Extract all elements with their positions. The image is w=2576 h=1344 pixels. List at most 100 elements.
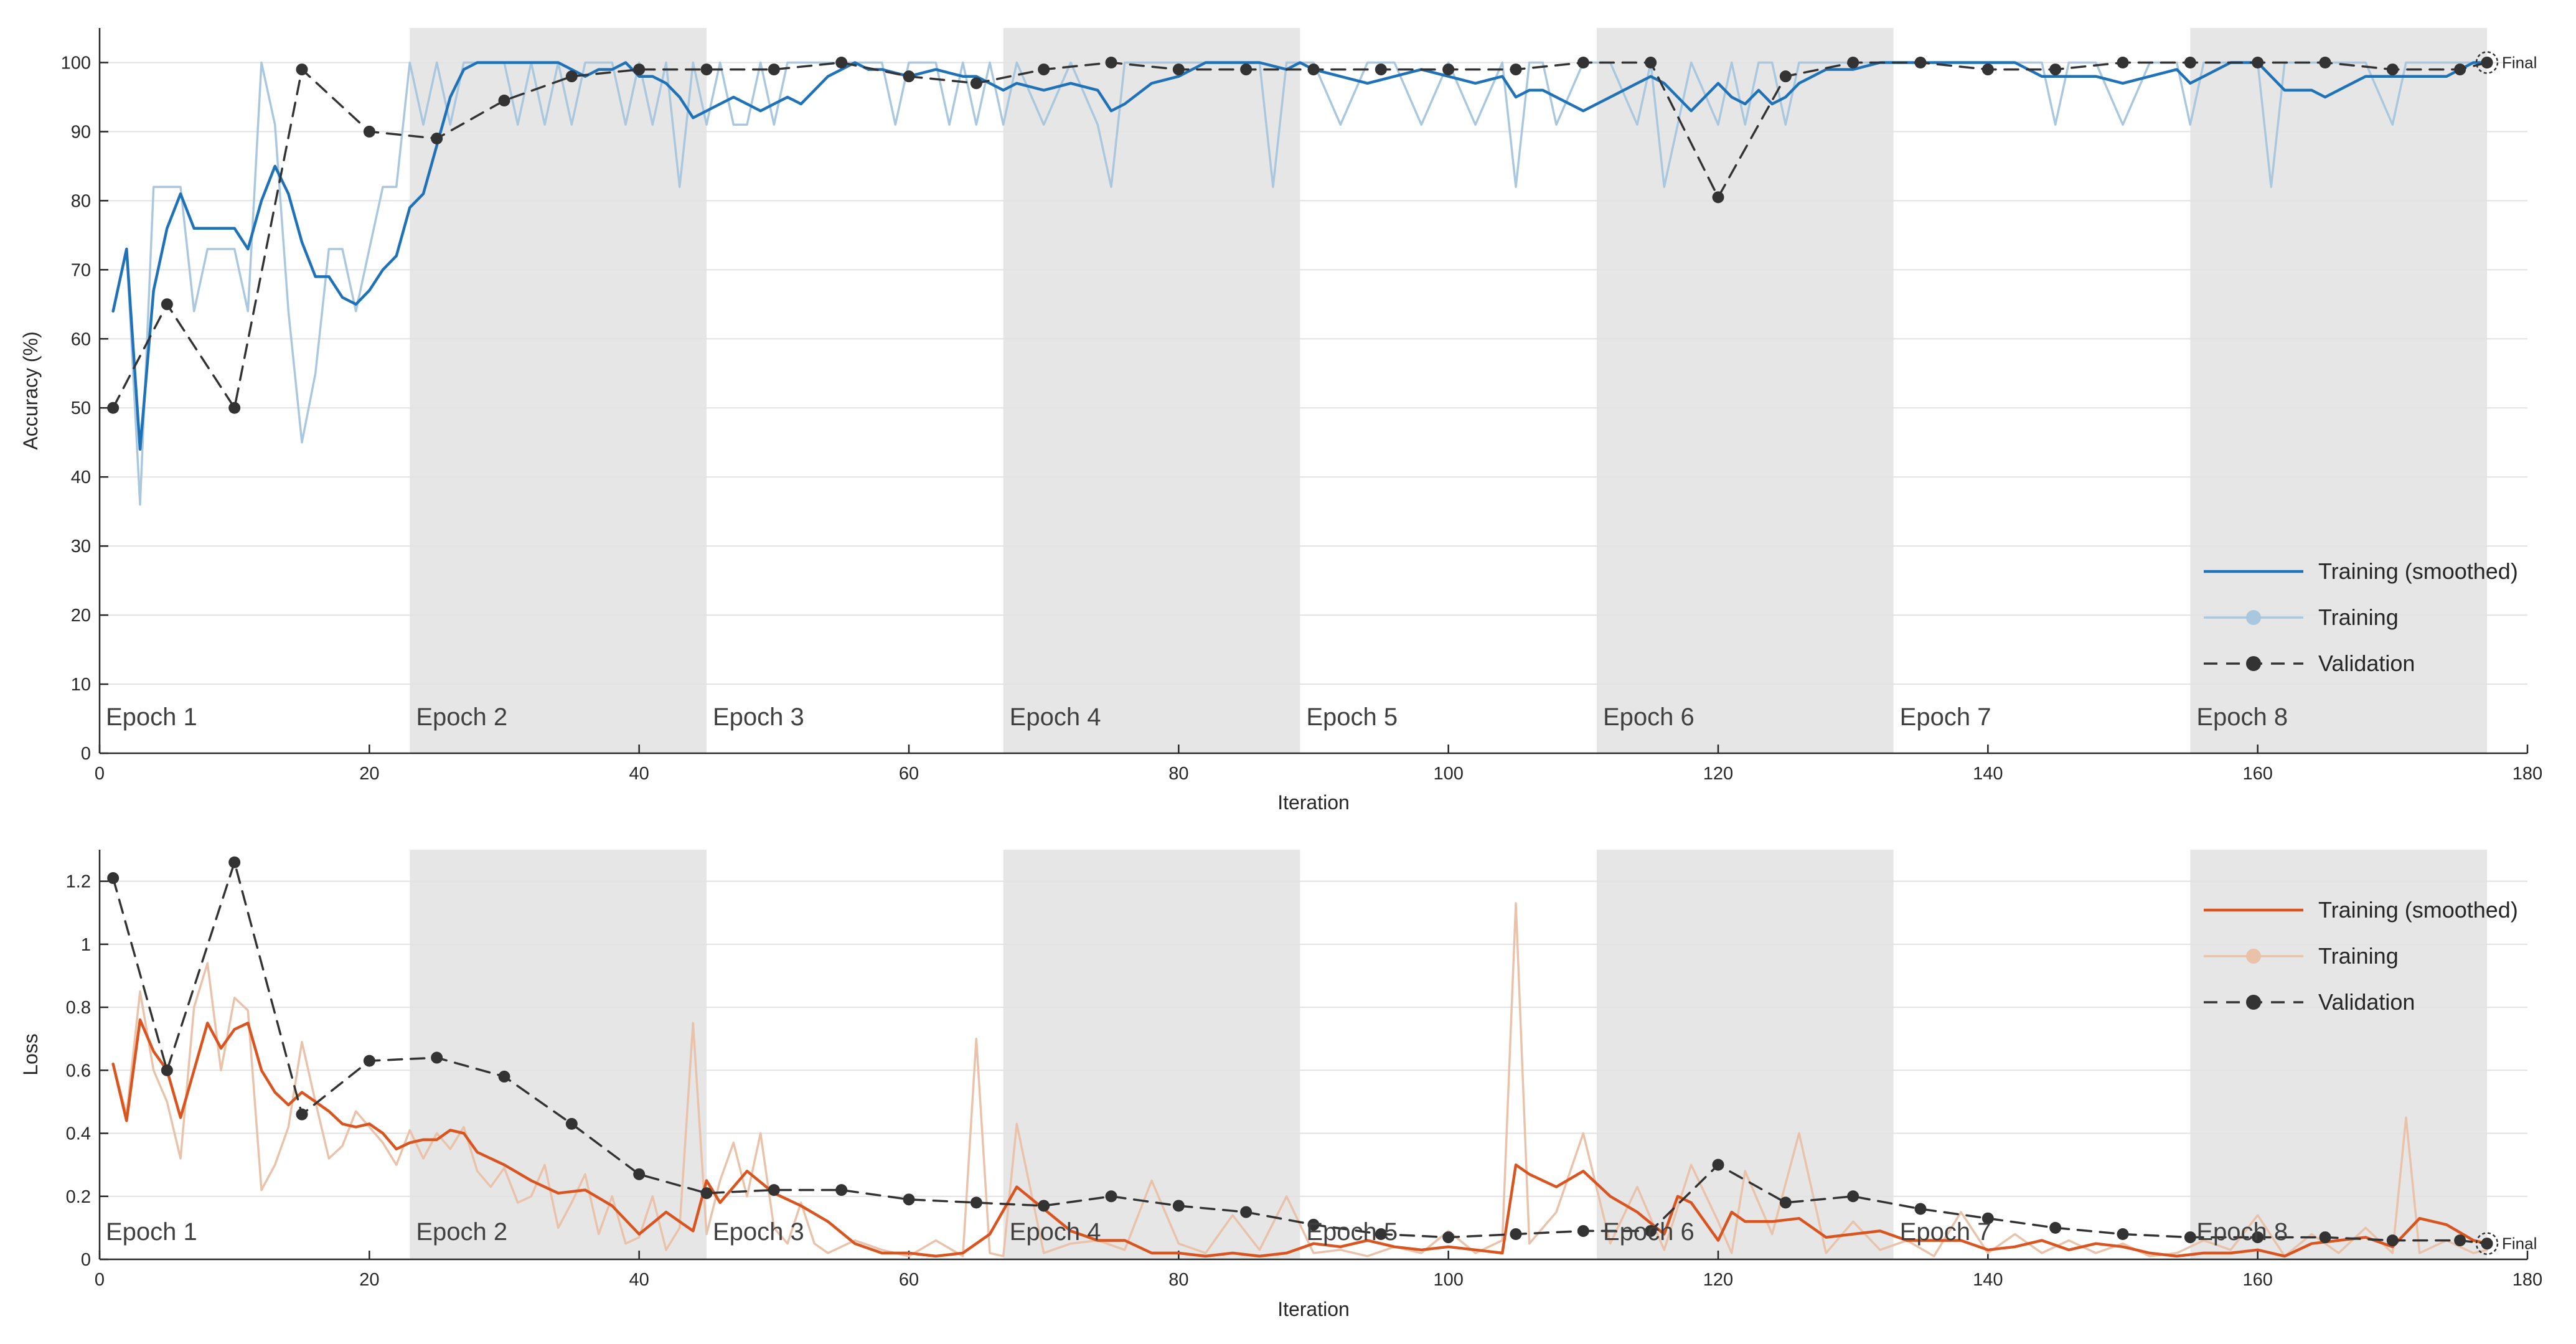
legend-label: Validation	[2318, 651, 2415, 676]
validation-point	[1375, 1228, 1387, 1241]
validation-point	[768, 63, 780, 76]
validation-point	[2049, 1221, 2062, 1234]
y-tick-label: 20	[71, 606, 91, 626]
x-tick-label: 60	[899, 764, 919, 784]
validation-point	[700, 1187, 713, 1200]
y-tick-label: 90	[71, 122, 91, 142]
validation-point	[1779, 1196, 1792, 1209]
validation-point	[768, 1184, 780, 1196]
validation-point	[431, 133, 443, 145]
validation-point	[1038, 63, 1050, 76]
validation-point	[1038, 1200, 1050, 1212]
legend-marker	[2246, 656, 2261, 671]
validation-point	[2184, 1231, 2196, 1244]
validation-point	[107, 402, 120, 414]
x-tick-label: 20	[359, 1270, 379, 1290]
validation-point	[2117, 56, 2129, 68]
y-tick-label: 30	[71, 537, 91, 557]
validation-point	[2049, 63, 2062, 76]
y-tick-label: 60	[71, 329, 91, 349]
validation-point	[1442, 63, 1455, 76]
validation-point	[633, 63, 646, 76]
x-axis-title: Iteration	[1277, 1298, 1350, 1320]
validation-point	[363, 125, 375, 138]
epoch-band-8	[2190, 28, 2487, 753]
x-axis-title: Iteration	[1277, 791, 1350, 814]
validation-point	[431, 1051, 443, 1064]
validation-point	[1914, 56, 1927, 68]
validation-point	[2386, 1234, 2399, 1247]
x-tick-label: 100	[1433, 1270, 1463, 1290]
validation-point	[296, 63, 308, 76]
validation-point	[633, 1168, 646, 1180]
x-tick-label: 140	[1973, 1270, 2003, 1290]
y-tick-label: 100	[61, 53, 91, 73]
epoch-label: Epoch 1	[106, 1218, 197, 1246]
y-axis-title: Loss	[19, 1033, 42, 1076]
epoch-label: Epoch 2	[416, 703, 507, 731]
validation-point	[1645, 1224, 1657, 1237]
x-tick-label: 60	[899, 1270, 919, 1290]
validation-point	[903, 70, 915, 83]
y-tick-label: 70	[71, 260, 91, 280]
validation-point	[1712, 1158, 1724, 1171]
validation-point	[1105, 56, 1117, 68]
validation-point	[1847, 56, 1859, 68]
validation-point	[1645, 56, 1657, 68]
validation-point	[363, 1055, 375, 1067]
y-tick-label: 0.4	[66, 1124, 91, 1144]
validation-point	[2184, 56, 2196, 68]
legend-marker	[2246, 610, 2261, 625]
x-tick-label: 0	[95, 764, 105, 784]
x-tick-label: 40	[629, 764, 649, 784]
legend: Training (smoothed) Training Validation	[2204, 558, 2518, 676]
validation-point	[2252, 56, 2264, 68]
series-line-training-smoothed	[111, 1018, 2489, 1258]
validation-point	[2319, 56, 2331, 68]
validation-point	[1510, 1228, 1522, 1241]
final-marker	[2475, 1232, 2499, 1255]
legend-label: Validation	[2318, 989, 2415, 1015]
final-label: Final	[2502, 1234, 2537, 1253]
x-tick-label: 40	[629, 1270, 649, 1290]
x-tick-label: 80	[1168, 764, 1188, 784]
epoch-band-2	[410, 28, 707, 753]
final-point	[2481, 1238, 2493, 1250]
legend-label: Training	[2318, 943, 2399, 969]
epoch-label: Epoch 6	[1603, 703, 1695, 731]
y-tick-label: 1.2	[66, 872, 91, 892]
legend-marker	[2246, 995, 2261, 1010]
x-tick-label: 120	[1703, 764, 1733, 784]
validation-point	[2252, 1231, 2264, 1244]
x-tick-label: 80	[1168, 1270, 1188, 1290]
accuracy-chart: 0 10 20 30 40 50 60 70 80 90 100 0 20 40 60 80 100 120 140…	[19, 28, 2542, 814]
epoch-band-8	[2190, 850, 2487, 1259]
loss-chart: 0 0.2 0.4 0.6 0.8 1 1.2 0 20 40 60 80 100 120 140 160 18…	[19, 850, 2542, 1320]
y-tick-label: 0.2	[66, 1187, 91, 1207]
epoch-label: Epoch 7	[1900, 703, 1991, 731]
validation-point	[565, 70, 578, 83]
x-tick-label: 20	[359, 764, 379, 784]
validation-point	[903, 1193, 915, 1206]
validation-point	[565, 1117, 578, 1130]
validation-point	[2386, 63, 2399, 76]
validation-point	[1847, 1190, 1859, 1203]
validation-point	[296, 1108, 308, 1121]
epoch-label: Epoch 4	[1010, 703, 1101, 731]
validation-point	[1172, 63, 1185, 76]
epoch-label: Epoch 1	[106, 703, 197, 731]
epoch-band-4	[1003, 850, 1300, 1259]
y-tick-label: 0	[81, 744, 91, 764]
x-tick-label: 100	[1433, 764, 1463, 784]
validation-point	[228, 856, 241, 868]
y-tick-label: 0.6	[66, 1061, 91, 1081]
validation-point	[2117, 1228, 2129, 1241]
validation-point	[2319, 1231, 2331, 1244]
legend-label: Training (smoothed)	[2318, 897, 2518, 923]
epoch-band-6	[1597, 850, 1894, 1259]
validation-point	[1442, 1231, 1455, 1244]
validation-point	[1105, 1190, 1117, 1203]
x-tick-label: 160	[2242, 1270, 2272, 1290]
validation-point	[1779, 70, 1792, 83]
